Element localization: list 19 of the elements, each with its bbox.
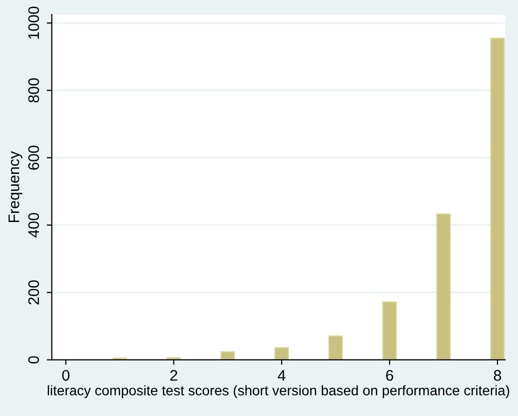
x-axis-title: literacy composite test scores (short version based on performance criteria)	[48, 385, 510, 398]
y-tick-label: 800	[28, 78, 40, 102]
y-tick-label: 400	[28, 212, 40, 238]
y-tick-label: 600	[28, 146, 40, 170]
y-tick-label: 1000	[28, 6, 40, 39]
bar	[382, 301, 397, 360]
y-tick-label: 200	[28, 280, 40, 304]
y-tick-label: 0	[28, 356, 40, 364]
y-axis-title: Frequency	[8, 151, 22, 222]
bar	[220, 351, 236, 360]
x-tick-label: 6	[386, 370, 394, 381]
bar	[274, 347, 289, 360]
x-tick-label: 0	[62, 370, 70, 381]
bar	[328, 335, 343, 360]
x-tick-label: 4	[278, 370, 286, 381]
bar	[490, 38, 505, 360]
x-tick-label: 8	[494, 370, 502, 381]
x-tick-label: 2	[170, 370, 178, 381]
bar	[436, 213, 451, 360]
